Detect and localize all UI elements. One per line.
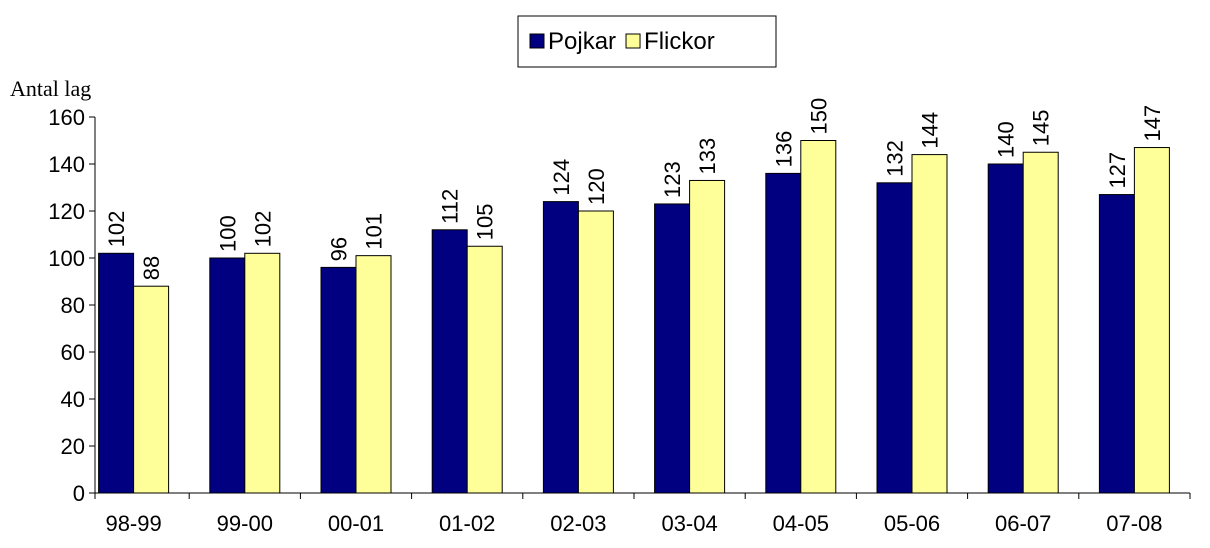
bar	[654, 203, 691, 494]
bar	[1098, 194, 1135, 494]
bar	[355, 255, 392, 494]
data-label: 140	[994, 121, 1019, 158]
bar	[466, 245, 503, 494]
data-label: 112	[438, 189, 463, 224]
x-tick-label: 99-00	[217, 511, 273, 536]
data-label: 124	[549, 159, 574, 196]
bar	[133, 285, 170, 494]
bar	[577, 210, 614, 494]
y-tick-label: 20	[61, 434, 85, 459]
x-tick-label: 04-05	[773, 511, 829, 536]
data-label: 88	[139, 256, 164, 280]
data-label: 127	[1105, 152, 1130, 189]
data-label: 144	[918, 112, 943, 149]
y-tick-label: 0	[73, 481, 85, 506]
bar	[431, 229, 468, 494]
bar	[244, 252, 281, 494]
data-label: 133	[695, 138, 720, 175]
bar	[542, 201, 579, 494]
legend-swatch	[529, 33, 545, 49]
bar	[876, 182, 913, 494]
data-label: 150	[806, 98, 831, 135]
data-label: 145	[1029, 110, 1054, 147]
data-label: 132	[883, 140, 908, 177]
legend-label: Pojkar	[548, 28, 616, 55]
data-label: 102	[250, 211, 275, 248]
data-label: 102	[104, 211, 129, 248]
x-tick-label: 00-01	[328, 511, 384, 536]
x-tick-label: 07-08	[1106, 511, 1162, 536]
x-tick-label: 98-99	[105, 511, 161, 536]
x-tick-label: 02-03	[550, 511, 606, 536]
y-axis-label: Antal lag	[10, 76, 91, 101]
x-tick-label: 01-02	[439, 511, 495, 536]
legend-box	[517, 15, 777, 68]
bar	[320, 266, 357, 494]
y-tick-label: 60	[61, 340, 85, 365]
data-label: 123	[660, 161, 685, 198]
x-tick-label: 06-07	[995, 511, 1051, 536]
bar	[1133, 147, 1170, 494]
bar	[689, 179, 726, 494]
data-label: 101	[362, 213, 387, 250]
bar	[765, 172, 802, 494]
data-label: 100	[215, 215, 240, 252]
data-label: 147	[1140, 105, 1165, 142]
data-label: 136	[771, 131, 796, 168]
y-tick-label: 40	[61, 387, 85, 412]
data-label: 96	[327, 237, 352, 261]
x-tick-label: 03-04	[661, 511, 717, 536]
y-tick-label: 140	[48, 152, 85, 177]
bar	[987, 163, 1024, 494]
y-tick-label: 80	[61, 293, 85, 318]
bar	[1022, 151, 1059, 494]
y-tick-label: 100	[48, 246, 85, 271]
bar	[98, 252, 135, 494]
data-label: 105	[473, 204, 498, 241]
x-tick-label: 05-06	[884, 511, 940, 536]
bar	[800, 140, 837, 494]
legend-swatch	[625, 33, 641, 49]
y-tick-label: 160	[48, 105, 85, 130]
legend-label: Flickor	[644, 28, 715, 55]
bar	[209, 257, 246, 494]
bar	[911, 154, 948, 494]
data-label: 120	[584, 168, 609, 205]
y-tick-label: 120	[48, 199, 85, 224]
